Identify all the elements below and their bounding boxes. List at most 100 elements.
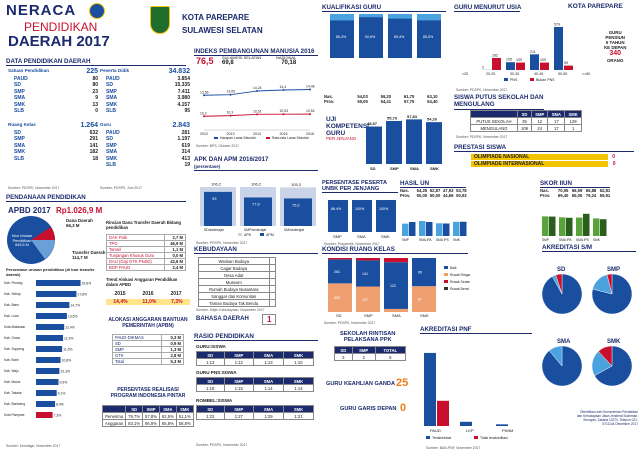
table-row: Desa Adat xyxy=(198,271,276,279)
unbk-bar xyxy=(328,200,348,232)
legend-swatch xyxy=(530,78,534,81)
pie-dana-value: 66,3 M xyxy=(66,223,80,228)
pct-bar xyxy=(36,302,70,308)
pct-bar xyxy=(36,280,81,286)
table-cell: 65,8% xyxy=(158,419,177,427)
grouped-bar xyxy=(583,213,590,236)
table-cell: 51,1% xyxy=(175,412,194,420)
grouped-bar xyxy=(436,223,443,236)
table-row: 1:23 1:27 1:29 1:21 xyxy=(196,412,314,420)
satuan-total: 225 xyxy=(86,68,98,75)
table-cell: 83,1% xyxy=(125,419,144,427)
src-usia: Sumber: PDSPK, November 2017 xyxy=(456,88,508,92)
pie-nonurusan-text: Non Urusan Pendidikan xyxy=(11,234,33,243)
unbk-category: SMP xyxy=(333,234,342,239)
kv-row: SLB 0 xyxy=(8,108,98,114)
kv-row: SD 632 xyxy=(8,130,98,136)
guru-usia-title: GURU MENURUT USIA xyxy=(454,4,522,12)
apbd-pie xyxy=(7,216,55,264)
ipm-data-label: 14,24 xyxy=(253,86,262,90)
pensiun-note1: GURU xyxy=(608,30,622,35)
rasio-g3-table: SD SMP SMA SMK 1:23 1:27 1:29 1:21 xyxy=(196,405,314,420)
row-label: Prov. xyxy=(540,193,551,198)
kondisi-category: SD xyxy=(336,313,342,318)
table-header-cell: SMA xyxy=(547,110,566,118)
kv-value: 4.157 xyxy=(177,101,190,108)
kv-key: SD xyxy=(106,82,113,89)
satuan-rows: PAUD 80 SD 80 SMP 23 SMA 9 SMK 13 SLB 0 xyxy=(8,76,98,114)
table-header-cell: SMA xyxy=(253,405,284,413)
rasio-g2-title: GURU PNS:SISWA xyxy=(196,370,237,375)
pie-transfer-slice xyxy=(31,240,55,259)
table-row: OLIMPIADE NASIONAL 0 xyxy=(469,153,616,161)
table-header-cell: SD xyxy=(196,377,225,385)
akreditasi-slice xyxy=(548,345,563,367)
table-cell xyxy=(268,271,276,279)
table-cell: 63,10 xyxy=(427,94,438,99)
src-dp1: Sumber: PDSPK, November 2017 xyxy=(8,186,60,190)
table-row: Warisan Budaya xyxy=(198,257,276,265)
keahlian-title: GURU KEAHLIAN GANDA xyxy=(326,381,395,387)
ipm-prov: SULAWESI SELATAN 69,8 xyxy=(222,55,261,67)
grouped-category: SMP xyxy=(542,238,549,242)
table-cell: 24 xyxy=(530,124,549,132)
header-title-pendidikan: PENDIDIKAN xyxy=(24,20,98,34)
grouped-bar xyxy=(549,216,556,236)
kondisi-segment xyxy=(384,308,408,312)
guru-total: 2.843 xyxy=(172,122,190,129)
table-cell: 1:29 xyxy=(253,412,284,420)
legend-swatch xyxy=(238,233,242,236)
table-cell: 66,59 xyxy=(571,188,583,193)
table-header-row: SD SMP SMA SMK xyxy=(470,110,582,118)
kondisi-segment xyxy=(328,258,352,260)
pensiun-note-value: 340 xyxy=(609,50,622,58)
trend-title: Trend Alokasi Anggaran Pendidikan dalam … xyxy=(106,277,178,288)
grouped-bar xyxy=(409,222,416,236)
kv-key: SD xyxy=(14,82,21,89)
table-cell: 58,8% xyxy=(175,419,194,427)
akreditasi-title: AKREDITASI S/M xyxy=(542,244,636,252)
pct-bar xyxy=(36,390,57,396)
kv-row: SMA 141 xyxy=(8,143,98,149)
table-row: Total 5,3 M xyxy=(112,358,185,365)
row-label: Prov. xyxy=(400,193,411,198)
legend-swatch xyxy=(444,266,448,269)
table-header-row: SD SMP SMA SMK xyxy=(196,377,314,385)
pct-value: 17,8% xyxy=(77,293,87,297)
table-header-cell: SMA xyxy=(253,351,284,359)
apk-title: APK DAN APM 2016/2017 (persentase) xyxy=(194,156,318,171)
grouped-bar xyxy=(402,223,409,236)
table-cell: 1:14 xyxy=(283,384,314,392)
kv-key: SLB xyxy=(106,162,116,169)
kondisi-segment xyxy=(328,283,352,312)
src-pnf: Sumber: BAN-PNF, November 2017 xyxy=(426,446,481,450)
rintisan-title2: PELAKSANA PPK xyxy=(343,337,392,344)
kualifikasi-title: KUALIFIKASI GURU xyxy=(322,4,446,12)
table-cell: 59,91 xyxy=(599,193,611,198)
kondisi-segment xyxy=(412,258,436,287)
kv-value: 0 xyxy=(95,108,98,115)
akreditasi-footer: Diterbitkan oleh Kementerian Pendidikan … xyxy=(576,410,638,426)
grouped-bar xyxy=(542,216,549,236)
table-cell: Cagar Budaya xyxy=(198,264,270,272)
src-kondisi: Sumber: PDSPK, November 2017 xyxy=(324,321,376,325)
pensiun-note3: 5 TAHUN xyxy=(605,40,625,46)
kv-value: 281 xyxy=(181,130,190,136)
table-cell: Penerima xyxy=(101,412,127,420)
table-row: Tunjangan Khusus Guru 0,0 M xyxy=(105,252,186,259)
kota-logo xyxy=(150,6,170,34)
table-header-cell: SD xyxy=(125,405,144,413)
ukg-bar xyxy=(386,120,402,164)
kv-key: SMP xyxy=(106,88,117,95)
kv-key: PAUD xyxy=(106,76,120,82)
rasio-title: RASIO PENDIDIKAN xyxy=(194,333,318,341)
kv-value: 9 xyxy=(95,95,98,102)
src-dp2: Sumber: PDSPK, Juni 2017 xyxy=(100,186,142,190)
table-row: Prov. 69,40 65,05 79,24 59,91 xyxy=(540,193,612,198)
pie-transfer-text: Transfer Daerah xyxy=(72,250,106,255)
kv-key: SMK xyxy=(14,149,26,156)
legend-label: APM xyxy=(266,233,274,237)
ipm-point xyxy=(309,113,311,116)
table-cell: 129 xyxy=(564,117,582,125)
